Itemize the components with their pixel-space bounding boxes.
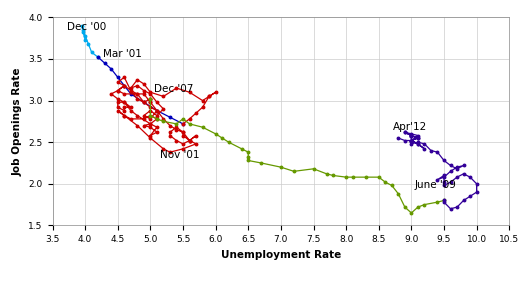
Y-axis label: Job Openings Rate: Job Openings Rate <box>13 67 23 176</box>
X-axis label: Unemployment Rate: Unemployment Rate <box>220 250 341 260</box>
Text: Nov '01: Nov '01 <box>160 151 200 160</box>
Text: Apr'12: Apr'12 <box>393 122 427 132</box>
Text: Dec '07: Dec '07 <box>154 84 193 94</box>
Text: June '09: June '09 <box>415 180 457 190</box>
Text: Mar '01: Mar '01 <box>103 49 142 59</box>
Text: Dec '00: Dec '00 <box>67 22 106 32</box>
